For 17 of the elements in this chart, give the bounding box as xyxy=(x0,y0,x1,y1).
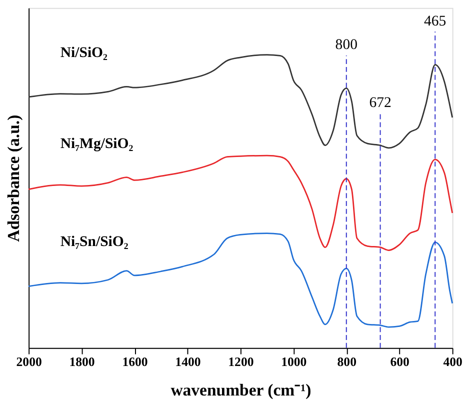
x-tick-label: 1800 xyxy=(69,355,95,370)
x-tick-label: 600 xyxy=(390,355,410,370)
series-label: Ni₇Sn/SiO₂ xyxy=(60,234,129,250)
ref-line-label: 465 xyxy=(424,13,446,30)
ref-line-label: 800 xyxy=(335,37,358,54)
ref-line-label: 672 xyxy=(369,94,392,111)
x-tick-label: 1200 xyxy=(228,355,254,370)
x-tick-label: 1400 xyxy=(175,355,201,370)
x-tick-label: 400 xyxy=(443,355,462,370)
series-label: Ni/SiO₂ xyxy=(60,44,108,61)
series-label: Ni₇Mg/SiO₂ xyxy=(60,136,134,152)
x-tick-label: 1000 xyxy=(281,355,307,370)
x-axis-title: wavenumber (cm⁻¹) xyxy=(170,380,312,400)
x-tick-label: 2000 xyxy=(16,355,42,370)
x-tick-label: 1600 xyxy=(122,355,148,370)
y-axis-title: Adsorbance (a.u.) xyxy=(4,114,24,242)
x-tick-label: 800 xyxy=(337,355,356,370)
